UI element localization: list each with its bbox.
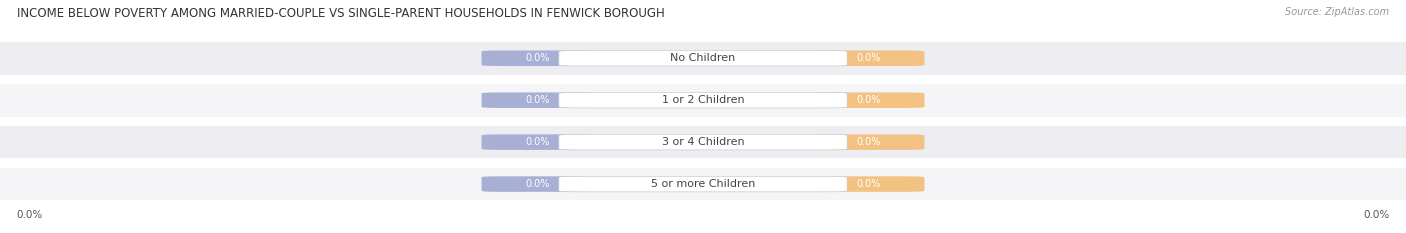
Text: 0.0%: 0.0% [526, 95, 550, 105]
Text: 5 or more Children: 5 or more Children [651, 179, 755, 189]
Text: Source: ZipAtlas.com: Source: ZipAtlas.com [1285, 7, 1389, 17]
Text: 0.0%: 0.0% [856, 179, 880, 189]
Text: 0.0%: 0.0% [526, 137, 550, 147]
FancyBboxPatch shape [813, 93, 925, 108]
Bar [0, 84, 1406, 116]
FancyBboxPatch shape [481, 134, 593, 150]
Text: 3 or 4 Children: 3 or 4 Children [662, 137, 744, 147]
Bar [0, 168, 1406, 200]
Text: No Children: No Children [671, 53, 735, 63]
Text: 0.0%: 0.0% [856, 95, 880, 105]
Text: INCOME BELOW POVERTY AMONG MARRIED-COUPLE VS SINGLE-PARENT HOUSEHOLDS IN FENWICK: INCOME BELOW POVERTY AMONG MARRIED-COUPL… [17, 7, 665, 20]
Bar [0, 126, 1406, 158]
Text: 0.0%: 0.0% [856, 137, 880, 147]
Text: 0.0%: 0.0% [17, 210, 44, 220]
Text: 0.0%: 0.0% [526, 53, 550, 63]
FancyBboxPatch shape [560, 93, 846, 108]
FancyBboxPatch shape [481, 93, 593, 108]
FancyBboxPatch shape [813, 176, 925, 192]
FancyBboxPatch shape [481, 51, 593, 66]
FancyBboxPatch shape [481, 176, 593, 192]
Text: 0.0%: 0.0% [856, 53, 880, 63]
FancyBboxPatch shape [560, 134, 846, 150]
Text: 0.0%: 0.0% [1362, 210, 1389, 220]
Text: 1 or 2 Children: 1 or 2 Children [662, 95, 744, 105]
FancyBboxPatch shape [560, 51, 846, 66]
FancyBboxPatch shape [560, 176, 846, 192]
Text: 0.0%: 0.0% [526, 179, 550, 189]
Bar [0, 42, 1406, 75]
FancyBboxPatch shape [813, 134, 925, 150]
FancyBboxPatch shape [813, 51, 925, 66]
